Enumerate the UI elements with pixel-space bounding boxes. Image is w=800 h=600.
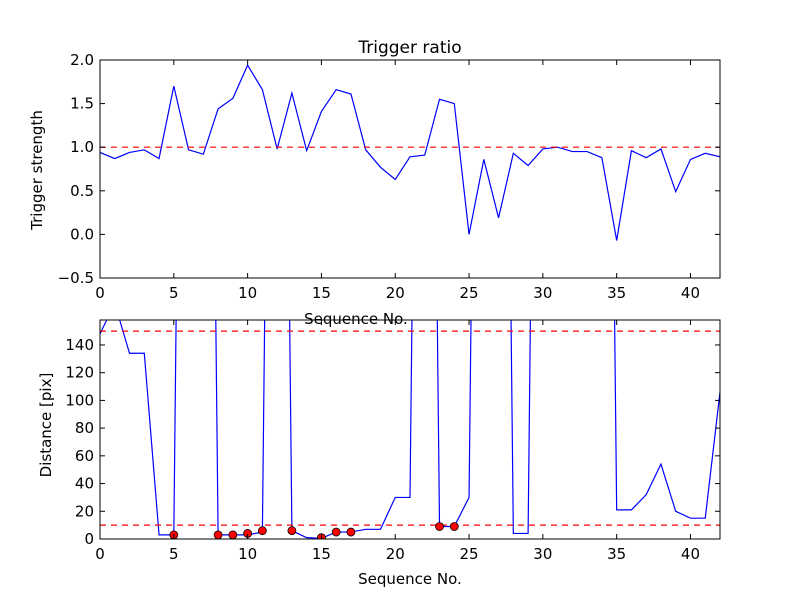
chart2-highlight-point bbox=[257, 526, 267, 536]
chart2-y-tick-label: 40 bbox=[75, 475, 94, 493]
chart2-x-tick-label: 35 bbox=[607, 545, 626, 563]
chart1-y-tick-label: 1.0 bbox=[70, 138, 94, 156]
chart2-highlight-point bbox=[346, 527, 356, 537]
chart2-highlight-point bbox=[435, 522, 444, 531]
chart2-y-tick-label: 140 bbox=[65, 336, 94, 354]
chart2-y-tick-label: 80 bbox=[75, 419, 94, 437]
chart2-highlight-point bbox=[228, 530, 238, 539]
chart1-y-tick-label: 0.0 bbox=[70, 225, 94, 243]
chart1-x-tick-label: 25 bbox=[460, 284, 479, 302]
chart2-y-tick-label: 120 bbox=[65, 364, 94, 382]
chart2-plot: 0 5 10 15 20 25 30 35 40 0 20 40 60 80 100 120 140 bbox=[65, 319, 721, 563]
chart2-frame bbox=[99, 319, 721, 540]
chart1-xlabel: Sequence No. bbox=[304, 310, 408, 328]
chart1-y-tick-label: 0.5 bbox=[70, 182, 94, 200]
chart1-series-line-0 bbox=[100, 63, 720, 241]
chart2-x-tick-label: 20 bbox=[386, 545, 405, 563]
chart2-x-tick-label: 25 bbox=[460, 545, 479, 563]
chart2-x-tick-label: 10 bbox=[238, 545, 257, 563]
chart1-y-tick-label: 1.5 bbox=[70, 95, 94, 113]
chart1-title: Trigger ratio bbox=[357, 38, 461, 58]
chart1-ylabel: Trigger strength bbox=[28, 110, 46, 231]
chart2-y-tick-label: 100 bbox=[65, 391, 94, 409]
chart1-x-tick-label: 15 bbox=[312, 284, 331, 302]
chart2-x-tick-label: 30 bbox=[533, 545, 552, 563]
chart2-highlight-point bbox=[213, 530, 223, 539]
chart1-x-tick-label: 5 bbox=[169, 284, 179, 302]
chart2-xlabel: Sequence No. bbox=[358, 570, 462, 588]
chart2-x-tick-label: 40 bbox=[681, 545, 700, 563]
chart2-highlight-point bbox=[449, 522, 459, 531]
chart2-y-tick-label: 0 bbox=[84, 530, 94, 548]
chart1-y-tick-label: 2.0 bbox=[70, 51, 94, 69]
chart1-x-tick-label: 35 bbox=[607, 284, 626, 302]
chart1-x-tick-label: 40 bbox=[681, 284, 700, 302]
chart1-x-tick-label: 30 bbox=[533, 284, 552, 302]
chart2-y-tick-label: 60 bbox=[75, 447, 94, 465]
chart1-plot: 0 5 10 15 20 25 30 35 40 −0.5 0.0 0.5 1.0 1.5 2.0 bbox=[58, 51, 721, 302]
chart1-x-tick-label: 0 bbox=[95, 284, 105, 302]
chart2-x-tick-label: 0 bbox=[95, 545, 105, 563]
chart2-x-tick-label: 5 bbox=[169, 545, 179, 563]
chart2-ylabel: Distance [pix] bbox=[37, 373, 55, 478]
chart1-frame bbox=[99, 59, 721, 279]
chart1-x-tick-label: 20 bbox=[386, 284, 405, 302]
chart2-x-tick-label: 15 bbox=[312, 545, 331, 563]
chart2-highlight-point bbox=[287, 526, 297, 536]
chart2-series-line-0 bbox=[100, 320, 720, 539]
chart1-x-tick-label: 10 bbox=[238, 284, 257, 302]
chart1-y-tick-label: −0.5 bbox=[58, 269, 94, 287]
chart2-y-tick-label: 20 bbox=[75, 502, 94, 520]
chart2-highlight-point bbox=[331, 527, 341, 537]
